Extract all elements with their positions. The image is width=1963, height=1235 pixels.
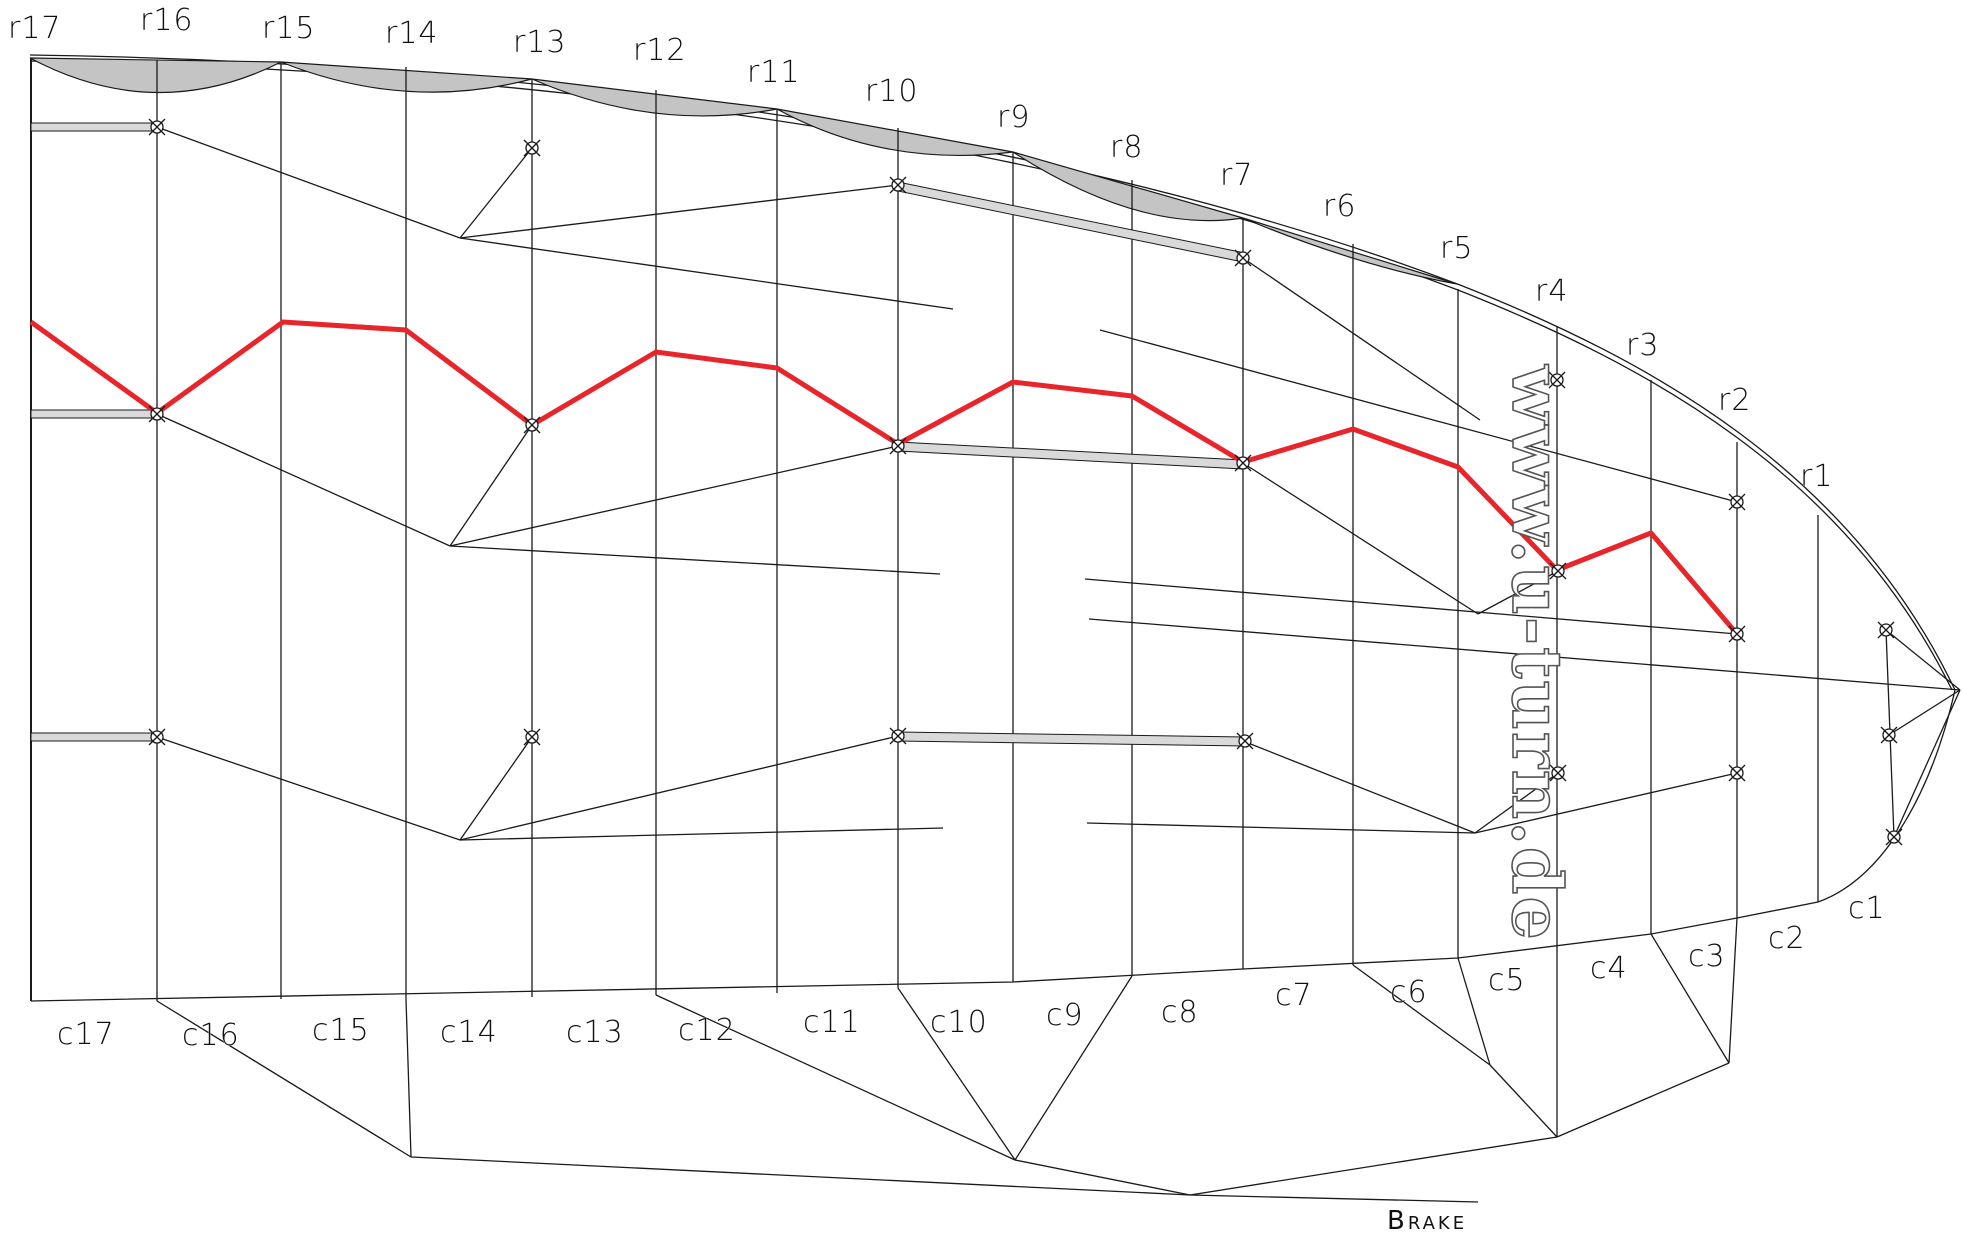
cell-label-c7: c7 bbox=[1275, 978, 1313, 1013]
rib-label-r13: r13 bbox=[513, 25, 567, 60]
air-intake bbox=[1242, 217, 1458, 285]
attachment-point-icon bbox=[523, 416, 541, 434]
attachment-point-icon bbox=[1234, 454, 1252, 472]
rib-label-r10: r10 bbox=[865, 74, 919, 109]
attachment-point-icon bbox=[523, 728, 541, 746]
air-intake bbox=[531, 78, 778, 117]
attachment-point-icon bbox=[889, 727, 907, 745]
attachment-point-icon bbox=[1885, 828, 1903, 846]
cell-label-c14: c14 bbox=[440, 1015, 498, 1050]
rib-label-r12: r12 bbox=[633, 33, 687, 68]
cell-label-c3: c3 bbox=[1688, 939, 1726, 974]
rib-label-r16: r16 bbox=[140, 3, 194, 38]
attachment-point-icon bbox=[148, 118, 166, 136]
rib-label-r17: r17 bbox=[8, 11, 62, 46]
cell-label-c9: c9 bbox=[1046, 998, 1084, 1033]
cell-label-c17: c17 bbox=[57, 1017, 115, 1052]
rib-label-r14: r14 bbox=[385, 16, 439, 51]
ribs bbox=[30, 58, 1819, 1001]
rib-label-r4: r4 bbox=[1535, 274, 1568, 309]
air-intake bbox=[776, 108, 1014, 156]
rib-labels: r17 r16 r15 r14 r13 r12 r11 r10 r9 r8 r7… bbox=[8, 3, 1833, 495]
cell-label-c16: c16 bbox=[182, 1018, 240, 1053]
cell-label-c12: c12 bbox=[678, 1013, 736, 1048]
attachment-point-icon bbox=[1234, 249, 1252, 267]
attachment-point-icon bbox=[523, 139, 541, 157]
attachment-point-icon bbox=[1728, 493, 1746, 511]
attachment-point-icon bbox=[1549, 562, 1567, 580]
rib-label-r2: r2 bbox=[1718, 383, 1751, 418]
attachment-point-icon bbox=[1728, 625, 1746, 643]
cell-label-c2: c2 bbox=[1768, 921, 1806, 956]
cell-label-c5: c5 bbox=[1488, 963, 1526, 998]
rib-label-r15: r15 bbox=[262, 11, 316, 46]
cell-label-c8: c8 bbox=[1161, 995, 1199, 1030]
cell-label-c13: c13 bbox=[566, 1015, 624, 1050]
cell-label-c15: c15 bbox=[312, 1013, 370, 1048]
rib-label-r8: r8 bbox=[1110, 130, 1143, 165]
attachment-point-icon bbox=[1877, 621, 1895, 639]
attachment-point-icon bbox=[889, 176, 907, 194]
cell-label-c11: c11 bbox=[803, 1005, 861, 1040]
attachment-point-icon bbox=[889, 437, 907, 455]
rib-label-r5: r5 bbox=[1440, 231, 1473, 266]
attachment-points bbox=[148, 118, 1903, 846]
reinforcement-battens bbox=[30, 122, 1246, 747]
attachment-point-icon bbox=[1549, 764, 1567, 782]
rib-label-r1: r1 bbox=[1800, 459, 1833, 494]
attachment-point-icon bbox=[1236, 732, 1254, 750]
trailing-edge bbox=[30, 689, 1956, 1002]
attachment-point-icon bbox=[148, 728, 166, 746]
rib-label-r3: r3 bbox=[1626, 328, 1659, 363]
attachment-point-icon bbox=[148, 405, 166, 423]
cell-label-c4: c4 bbox=[1590, 951, 1628, 986]
rib-label-r7: r7 bbox=[1220, 158, 1253, 193]
highlight-line bbox=[29, 319, 1739, 636]
attachment-point-icon bbox=[1548, 371, 1566, 389]
brake-label: Brake bbox=[1387, 1206, 1467, 1235]
air-intake bbox=[1012, 151, 1244, 222]
rib-label-r6: r6 bbox=[1323, 189, 1356, 224]
cell-labels: c17 c16 c15 c14 c13 c12 c11 c10 c9 c8 c7… bbox=[57, 891, 1886, 1054]
cell-label-c10: c10 bbox=[930, 1005, 988, 1040]
attachment-point-icon bbox=[1880, 726, 1898, 744]
line-cascades bbox=[156, 126, 1961, 841]
attachment-point-icon bbox=[1728, 764, 1746, 782]
cell-label-c1: c1 bbox=[1848, 891, 1886, 926]
brake-cascade bbox=[156, 917, 1738, 1203]
watermark: www.u-turn.de bbox=[1496, 364, 1576, 942]
air-intake bbox=[29, 57, 282, 94]
rib-label-r11: r11 bbox=[747, 55, 801, 90]
rib-label-r9: r9 bbox=[997, 100, 1030, 135]
cell-label-c6: c6 bbox=[1390, 975, 1428, 1010]
